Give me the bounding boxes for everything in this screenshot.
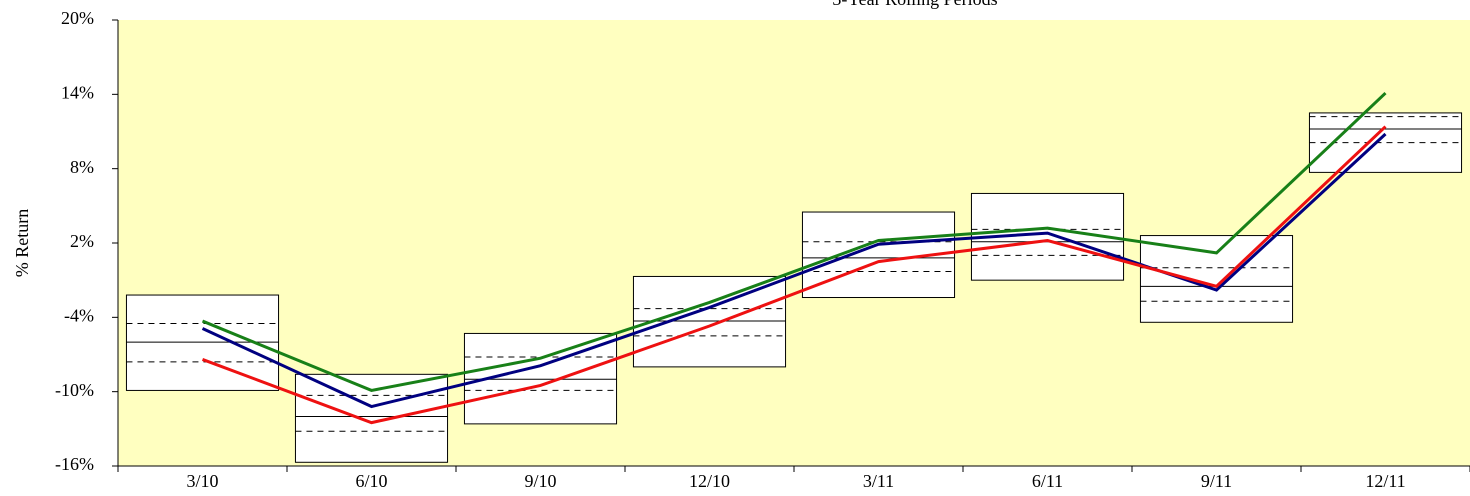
y-tick-label: 14% (61, 82, 94, 102)
range-box (632, 275, 787, 368)
y-tick-label: -10% (55, 380, 94, 400)
x-tick-label: 3/11 (863, 471, 894, 491)
series-line (201, 132, 1387, 409)
y-tick-label: -4% (64, 305, 94, 325)
x-tick-label: 9/11 (1201, 471, 1232, 491)
chart-title: 3-Year Rolling Periods (832, 0, 997, 9)
y-tick-label: -16% (55, 454, 94, 474)
range-box (1139, 235, 1294, 323)
x-tick-label: 6/11 (1032, 471, 1063, 491)
x-tick-label: 12/10 (689, 471, 730, 491)
y-tick-label: 2% (70, 231, 94, 251)
y-tick-label: 20% (61, 8, 94, 28)
x-tick-label: 12/11 (1365, 471, 1405, 491)
series-line (201, 125, 1387, 425)
y-axis-label: % Return (12, 209, 32, 277)
x-tick-label: 3/10 (186, 471, 218, 491)
x-tick-label: 6/10 (355, 471, 387, 491)
series-line (201, 92, 1387, 392)
x-tick-label: 9/10 (524, 471, 556, 491)
range-box (294, 373, 449, 463)
y-tick-label: 8% (70, 157, 94, 177)
